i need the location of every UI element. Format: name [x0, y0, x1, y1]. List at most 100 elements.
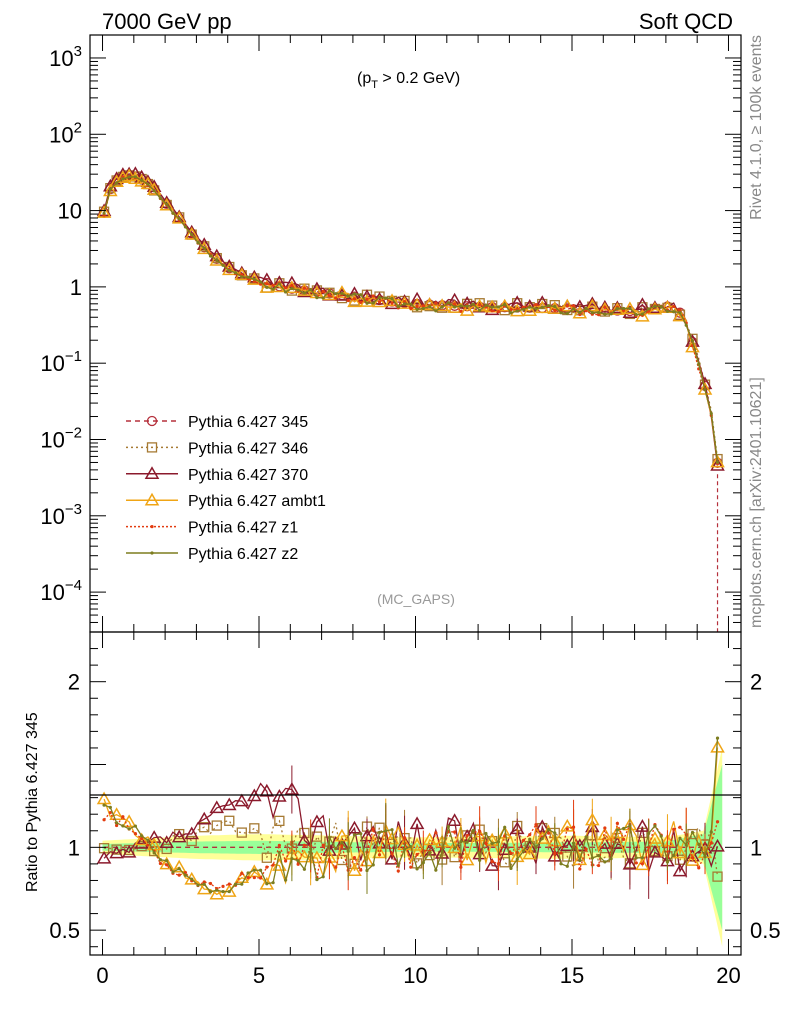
ratio-marker: [127, 827, 131, 831]
ratio-marker: [327, 859, 332, 863]
series-marker: [521, 307, 526, 311]
ratio-marker: [465, 840, 469, 844]
series-marker: [365, 301, 369, 305]
series-marker: [571, 307, 576, 311]
series-marker: [590, 311, 594, 315]
ratio-marker: [559, 851, 563, 855]
y-tick-label-base: 10: [58, 199, 82, 224]
y-tick-label-main: 102: [49, 119, 82, 147]
ratio-marker: [622, 856, 638, 870]
series-marker: [171, 211, 175, 215]
ratio-marker: [634, 861, 638, 865]
series-marker: [440, 305, 444, 309]
ratio-marker: [647, 845, 651, 849]
y-tick-label-base: 10: [49, 122, 73, 147]
ratio-marker: [321, 875, 325, 879]
ratio-marker: [634, 856, 638, 860]
series-marker: [665, 309, 670, 313]
ratio-marker: [340, 844, 344, 848]
series-marker: [302, 286, 306, 290]
ratio-marker: [446, 825, 450, 829]
ratio-marker: [484, 841, 488, 846]
ratio-marker: [503, 825, 507, 829]
ratio-marker: [434, 868, 438, 872]
y-tick-label-base: 10: [40, 504, 64, 529]
series-marker: [202, 246, 206, 250]
ratio-marker: [221, 797, 237, 811]
series-marker: [134, 173, 149, 187]
ratio-marker: [224, 815, 235, 826]
ratio-marker: [560, 838, 575, 851]
series-marker: [327, 288, 332, 293]
series-marker: [509, 307, 513, 312]
ratio-marker: [271, 881, 275, 885]
series-marker: [246, 275, 250, 279]
ratio-y-axis-label: Ratio to Pythia 6.427 345: [24, 712, 41, 892]
ratio-marker: [687, 828, 698, 840]
ratio-marker: [562, 851, 573, 862]
ratio-marker: [534, 823, 538, 827]
ratio-marker: [271, 863, 275, 867]
series-marker: [165, 202, 169, 206]
ratio-marker: [284, 782, 300, 795]
series-marker: [397, 296, 412, 309]
ratio-marker: [597, 827, 613, 841]
ratio-marker: [565, 827, 569, 831]
series-marker: [372, 294, 387, 308]
series-marker: [334, 285, 350, 298]
y-tick-label-main: 10−3: [40, 501, 82, 529]
series-marker: [409, 291, 425, 305]
series-marker: [321, 296, 325, 300]
ratio-marker: [265, 882, 269, 886]
ratio-marker: [584, 847, 588, 851]
ratio-marker: [177, 867, 181, 871]
ratio-marker: [640, 856, 645, 860]
series-marker: [553, 308, 557, 313]
series-marker: [402, 302, 407, 306]
ratio-marker: [359, 868, 363, 872]
ratio-marker: [258, 876, 263, 880]
series-marker: [265, 282, 269, 286]
ratio-marker: [521, 838, 526, 842]
series-marker: [102, 211, 106, 215]
ratio-marker: [585, 812, 600, 826]
series-marker: [453, 302, 457, 306]
series-marker: [259, 280, 275, 293]
series-marker: [396, 304, 400, 309]
series-marker: [453, 305, 457, 309]
ratio-marker: [272, 788, 287, 802]
ratio-marker: [609, 857, 613, 861]
ratio-marker: [565, 864, 569, 868]
series-marker: [284, 286, 288, 290]
ratio-marker: [534, 845, 538, 849]
ratio-marker: [546, 827, 551, 832]
ratio-marker: [177, 873, 181, 877]
ratio-marker: [115, 821, 119, 825]
legend-label: Pythia 6.427 ambt1: [188, 493, 326, 510]
series-marker: [121, 168, 137, 182]
series-marker: [672, 310, 676, 314]
ratio-marker: [678, 836, 682, 840]
series-marker: [634, 313, 638, 317]
ratio-marker: [409, 816, 425, 830]
ratio-marker: [334, 837, 350, 850]
ratio-marker: [402, 836, 407, 840]
y-tick-label-ratio: 0.5: [49, 918, 80, 943]
ratio-marker: [158, 858, 163, 862]
ratio-marker: [453, 846, 457, 850]
analysis-label: (MC_GAPS): [377, 591, 455, 607]
series-marker: [610, 300, 625, 314]
ratio-marker: [108, 805, 112, 810]
series-marker: [459, 295, 475, 309]
ratio-marker: [528, 833, 532, 837]
series-5: [102, 175, 720, 464]
series-marker: [96, 205, 112, 218]
ratio-marker: [710, 739, 725, 753]
ratio-marker: [584, 835, 588, 839]
series-marker: [478, 308, 482, 313]
ratio-marker: [665, 860, 670, 864]
series-marker: [384, 296, 388, 300]
series-marker: [121, 177, 125, 181]
ratio-marker: [384, 831, 400, 845]
series-marker: [177, 217, 181, 221]
